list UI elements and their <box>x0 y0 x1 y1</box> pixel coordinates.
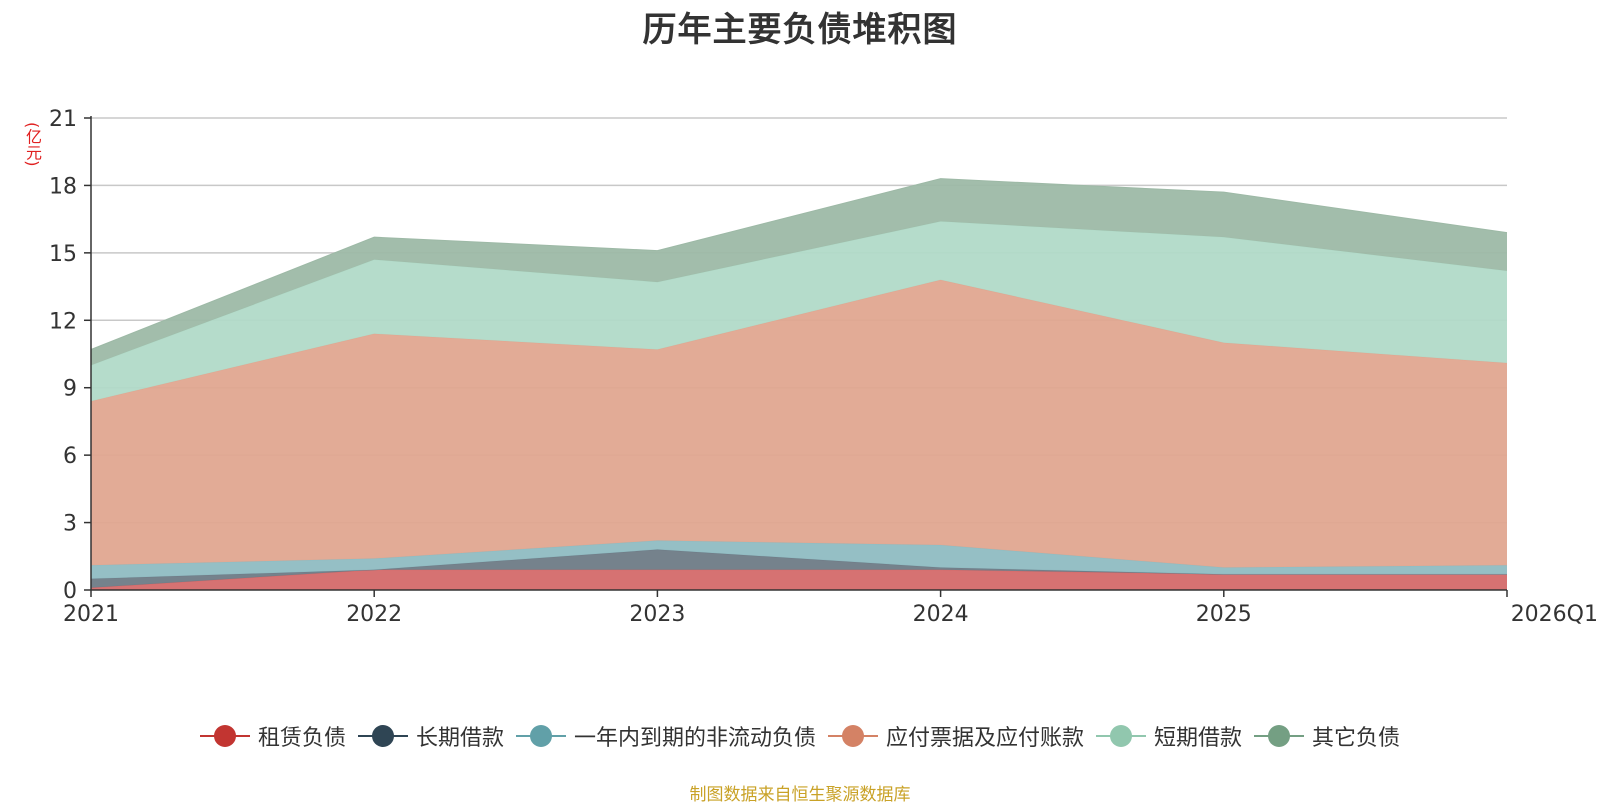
area-series-5 <box>91 178 1507 366</box>
legend-item-1[interactable]: 长期借款 <box>357 720 504 752</box>
legend-marker-icon <box>357 724 408 748</box>
legend-label: 短期借款 <box>1154 726 1243 751</box>
legend-marker-icon <box>515 724 566 748</box>
legend-marker-icon <box>1096 724 1147 748</box>
legend-item-2[interactable]: 一年内到期的非流动负债 <box>515 720 816 752</box>
x-tick-label: 2023 <box>629 602 685 627</box>
x-tick-label: 2024 <box>913 602 969 627</box>
y-tick-label: 9 <box>63 377 77 402</box>
y-tick-label: 18 <box>49 174 77 199</box>
legend-label: 其它负债 <box>1312 726 1401 751</box>
tick-labels: 0 3 6 9 12 15 18 21 2021 2022 2023 2024 2025 2026Q1 <box>49 107 1598 627</box>
legend-item-4[interactable]: 短期借款 <box>1096 720 1242 752</box>
area-series-2 <box>91 540 1507 579</box>
stacked-area-chart: 0 3 6 9 12 15 18 21 2021 2022 2023 2024 2025 2026Q1 <box>49 107 1598 627</box>
y-tick-label: 0 <box>63 579 77 604</box>
y-tick-label: 12 <box>49 309 77 334</box>
x-tick-label: 2026Q1 <box>1511 602 1598 627</box>
legend-label: 租赁负债 <box>257 726 346 751</box>
legend-label: 应付票据及应付账款 <box>886 726 1085 751</box>
x-tick-label: 2025 <box>1196 602 1252 627</box>
legend-marker-icon <box>199 724 250 748</box>
axes <box>84 116 1508 597</box>
area-series-4 <box>91 221 1507 402</box>
area-series <box>90 178 1508 590</box>
legend: 租赁负债 长期借款 一年内到期的非流动负债 应付票据及应付账款 短期借款 其它负债 <box>0 718 1600 754</box>
area-series-1 <box>91 549 1507 588</box>
x-tick-label: 2022 <box>346 602 402 627</box>
y-tick-label: 6 <box>63 444 77 469</box>
area-edge-series-5 <box>90 178 1508 350</box>
legend-item-0[interactable]: 租赁负债 <box>199 720 346 752</box>
legend-label: 长期借款 <box>415 726 504 751</box>
data-source-note: 制图数据来自恒生聚源数据库 <box>689 785 911 805</box>
y-axis-unit: (亿元) <box>23 122 42 167</box>
legend-marker-icon <box>828 724 878 748</box>
legend-item-3[interactable]: 应付票据及应付账款 <box>828 720 1084 752</box>
legend-label: 一年内到期的非流动负债 <box>573 726 816 751</box>
y-tick-label: 15 <box>49 242 77 267</box>
area-series-3 <box>91 279 1507 568</box>
y-tick-label: 3 <box>63 512 77 537</box>
legend-item-5[interactable]: 其它负债 <box>1254 720 1400 752</box>
chart-title: 历年主要负债堆积图 <box>642 10 958 50</box>
area-series-0 <box>91 569 1507 590</box>
y-tick-label: 21 <box>49 107 77 132</box>
legend-marker-icon <box>1254 724 1305 748</box>
x-tick-label: 2021 <box>63 602 119 627</box>
